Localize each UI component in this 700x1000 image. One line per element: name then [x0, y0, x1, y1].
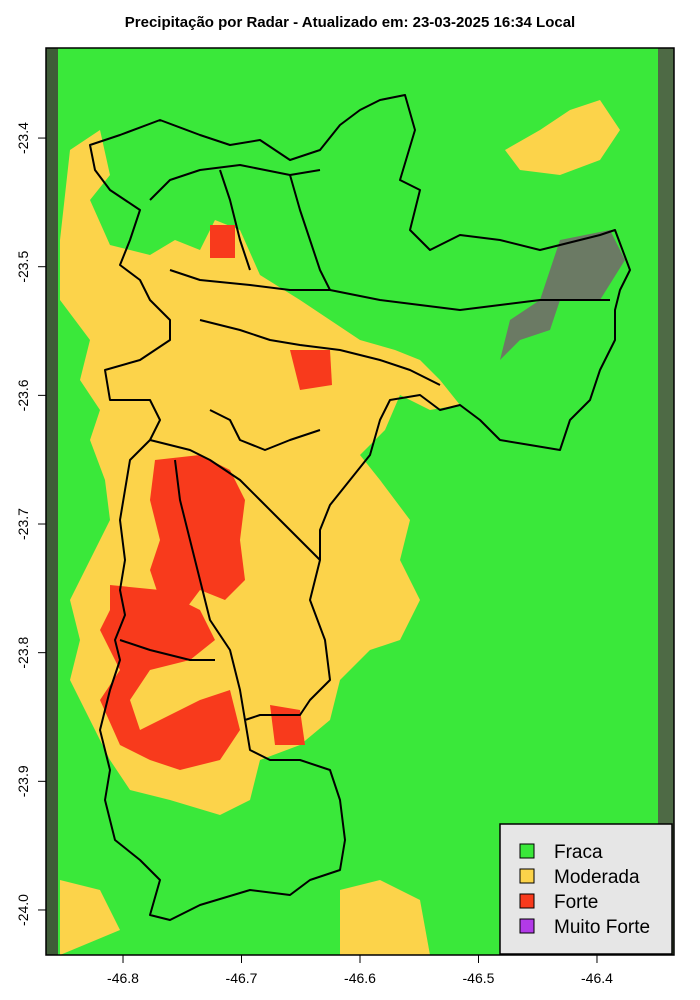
y-tick-label: -23.4: [15, 122, 31, 154]
legend-label: Moderada: [554, 867, 640, 888]
district-line-east-1: [329, 289, 610, 311]
y-tick-label: -24.0: [15, 894, 31, 926]
x-tick-label: -46.4: [581, 970, 613, 986]
legend-label: Muito Forte: [554, 917, 650, 938]
y-tick-label: -23.7: [15, 508, 31, 540]
district-line-south-1: [149, 439, 321, 561]
legend-swatch: [519, 893, 535, 909]
legend-label: Forte: [554, 892, 598, 913]
y-tick-label: -23.9: [15, 765, 31, 797]
x-axis: -46.8 -46.7 -46.6 -46.5 -46.4: [107, 955, 613, 986]
precip-region-forte-sw: [100, 585, 240, 770]
x-tick-label: -46.6: [344, 970, 376, 986]
satellite-strip-left: [46, 48, 60, 955]
legend-swatch: [519, 868, 535, 884]
legend-swatch: [519, 843, 535, 859]
satellite-patch-east: [500, 230, 625, 360]
precip-patch-forte-se: [270, 705, 305, 745]
district-line-central-1: [169, 269, 330, 291]
y-axis: -23.4 -23.5 -23.6 -23.7 -23.8 -23.9 -24.0: [15, 122, 46, 926]
legend-label: Fraca: [554, 842, 603, 863]
precip-patch-forte-center: [290, 350, 332, 390]
map-title: Precipitação por Radar - Atualizado em: …: [124, 14, 576, 31]
district-line-northcentral: [289, 174, 331, 291]
precip-patch-forte-north: [210, 225, 235, 258]
precip-patch-moderada-south: [340, 880, 430, 955]
y-tick-label: -23.6: [15, 379, 31, 411]
y-tick-label: -23.5: [15, 251, 31, 283]
precip-patch-moderada-ne: [505, 100, 620, 175]
x-tick-label: -46.7: [226, 970, 258, 986]
x-tick-label: -46.5: [463, 970, 495, 986]
y-tick-label: -23.8: [15, 637, 31, 669]
district-line-central-2: [199, 319, 441, 386]
satellite-strip-right: [658, 48, 674, 955]
district-line-south-3: [119, 639, 215, 661]
precip-region-forte-main: [150, 455, 245, 610]
district-line-south-2: [174, 459, 246, 721]
precip-patch-moderada-sw: [60, 880, 120, 955]
municipal-boundaries: [89, 94, 631, 921]
district-line-northwest: [219, 169, 251, 271]
legend-swatch: [519, 918, 535, 934]
x-tick-label: -46.8: [107, 970, 139, 986]
city-outline: [89, 94, 631, 921]
district-line-center-west: [209, 409, 321, 451]
legend: Fraca Moderada Forte Muito Forte: [499, 823, 673, 955]
